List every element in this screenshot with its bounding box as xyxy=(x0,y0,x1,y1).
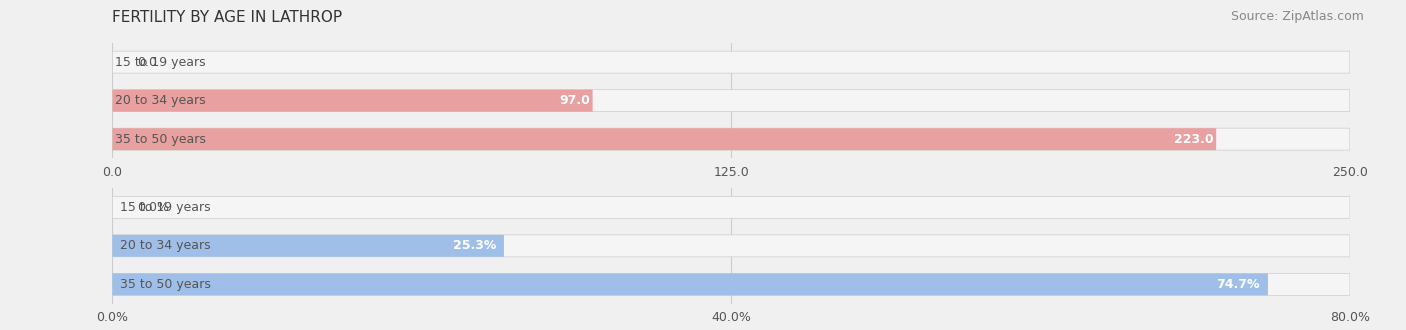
FancyBboxPatch shape xyxy=(112,273,1268,295)
Text: Source: ZipAtlas.com: Source: ZipAtlas.com xyxy=(1230,10,1364,23)
Text: 0.0: 0.0 xyxy=(138,56,157,69)
FancyBboxPatch shape xyxy=(112,128,1350,150)
FancyBboxPatch shape xyxy=(112,51,1350,73)
Text: 20 to 34 years: 20 to 34 years xyxy=(121,239,211,252)
FancyBboxPatch shape xyxy=(112,196,1350,218)
Text: 15 to 19 years: 15 to 19 years xyxy=(115,56,205,69)
Text: 74.7%: 74.7% xyxy=(1216,278,1260,291)
Text: FERTILITY BY AGE IN LATHROP: FERTILITY BY AGE IN LATHROP xyxy=(112,10,343,25)
Text: 97.0: 97.0 xyxy=(560,94,591,107)
Text: 15 to 19 years: 15 to 19 years xyxy=(121,201,211,214)
FancyBboxPatch shape xyxy=(112,90,1350,112)
FancyBboxPatch shape xyxy=(112,235,1350,257)
Text: 35 to 50 years: 35 to 50 years xyxy=(115,133,205,146)
Text: 0.0%: 0.0% xyxy=(138,201,169,214)
FancyBboxPatch shape xyxy=(112,235,503,257)
Text: 35 to 50 years: 35 to 50 years xyxy=(121,278,211,291)
Text: 20 to 34 years: 20 to 34 years xyxy=(115,94,205,107)
Text: 25.3%: 25.3% xyxy=(453,239,496,252)
Text: 223.0: 223.0 xyxy=(1174,133,1213,146)
FancyBboxPatch shape xyxy=(112,90,592,112)
FancyBboxPatch shape xyxy=(112,128,1216,150)
FancyBboxPatch shape xyxy=(112,273,1350,295)
